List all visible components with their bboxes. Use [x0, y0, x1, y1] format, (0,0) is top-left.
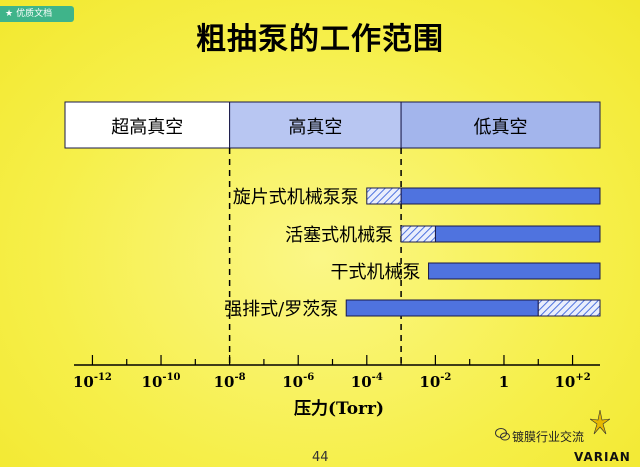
- x-tick-label: 10-2: [419, 372, 451, 391]
- x-tick-label: 10-4: [351, 372, 383, 391]
- x-tick-label: 10-8: [214, 372, 246, 391]
- star-icon: ★: [5, 9, 14, 19]
- pump-range-bar-hatched: [400, 225, 436, 243]
- page-number: 44: [312, 450, 329, 465]
- x-tick-label: 1: [499, 373, 509, 391]
- pump-range-bar-solid: [428, 262, 601, 280]
- pump-label: 活塞式机械泵: [285, 225, 393, 246]
- x-axis-label: 压力(Torr): [294, 398, 384, 419]
- region-band-2: [400, 101, 601, 149]
- pump-label: 强排式/罗茨泵: [224, 299, 338, 320]
- x-tick-label: 10+2: [554, 372, 590, 391]
- x-tick-label: 10-10: [142, 372, 181, 391]
- pump-range-bar-hatched: [366, 187, 402, 205]
- quality-doc-badge: ★ 优质文档: [0, 6, 74, 22]
- pump-label: 干式机械泵: [331, 262, 421, 283]
- watermark-text: 镀膜行业交流: [512, 430, 585, 444]
- badge-label: 优质文档: [16, 9, 53, 19]
- pump-label: 旋片式机械泵泵: [233, 187, 359, 208]
- x-tick-label: 10-12: [73, 372, 112, 391]
- region-label: 低真空: [474, 117, 528, 138]
- brand-logo-text: VARIAN: [574, 450, 631, 464]
- x-tick-label: 10-6: [282, 372, 314, 391]
- pump-range-bar-solid: [434, 225, 601, 243]
- varian-logo-mark: [590, 410, 610, 435]
- region-label: 超高真空: [111, 117, 183, 138]
- pump-range-bar-solid: [400, 187, 601, 205]
- pump-range-bar-solid: [345, 299, 539, 317]
- region-band-1: [229, 101, 402, 149]
- page-title: 粗抽泵的工作范围: [196, 22, 444, 57]
- pump-range-bar-hatched: [537, 299, 601, 317]
- wechat-icon: [495, 428, 510, 441]
- region-label: 高真空: [288, 117, 342, 138]
- region-band-0: [64, 101, 231, 149]
